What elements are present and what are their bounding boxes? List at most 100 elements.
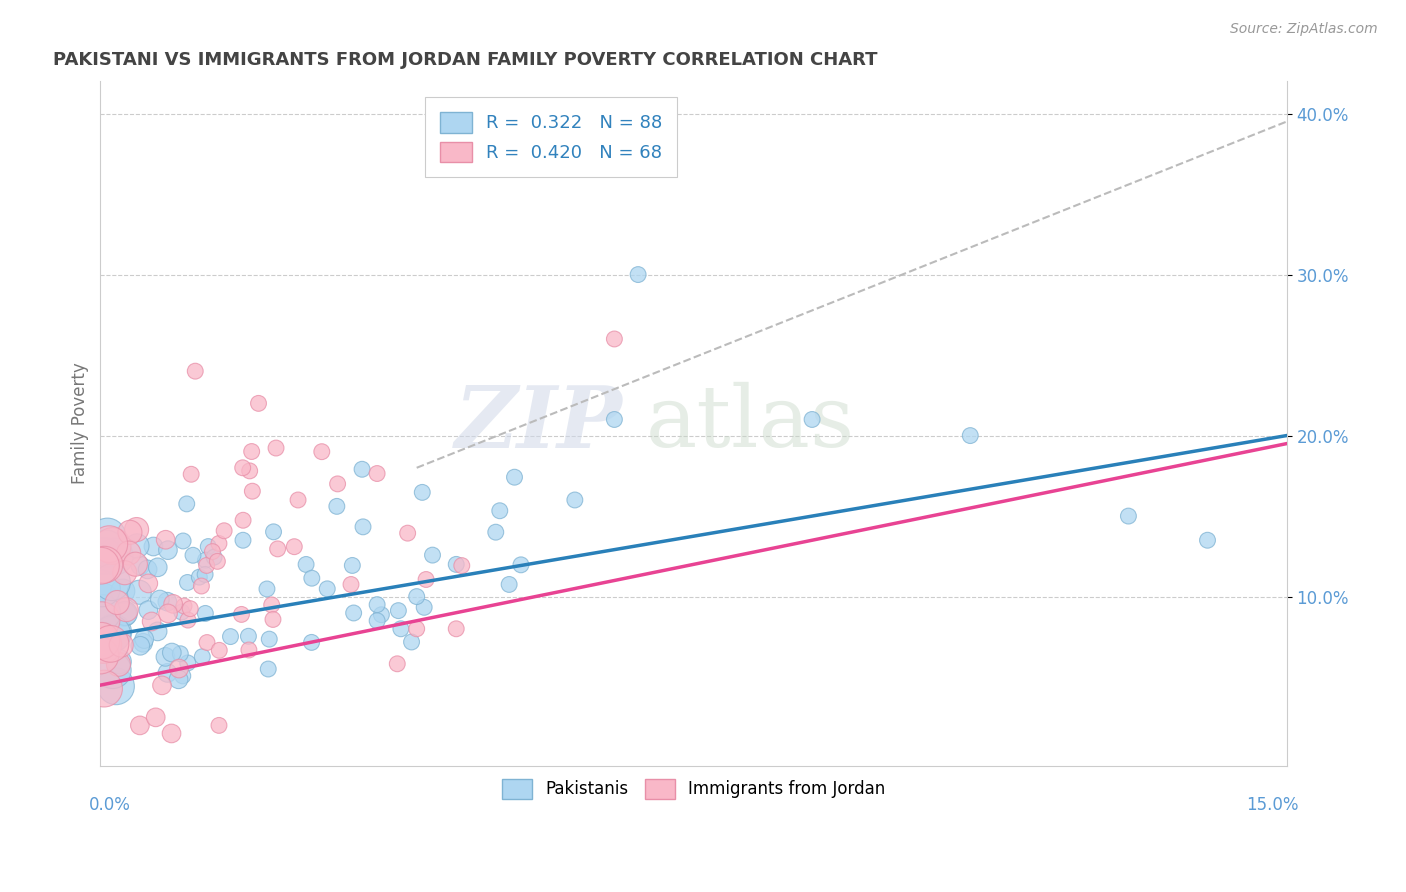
- Point: [231, 607, 253, 622]
- Point: [160, 726, 183, 740]
- Point: [396, 526, 419, 541]
- Point: [485, 525, 508, 540]
- Point: [128, 585, 150, 599]
- Point: [232, 533, 254, 548]
- Point: [238, 629, 260, 643]
- Point: [155, 649, 177, 664]
- Point: [503, 470, 526, 484]
- Point: [444, 558, 467, 572]
- Point: [89, 648, 111, 663]
- Point: [238, 643, 260, 657]
- Point: [177, 613, 200, 627]
- Point: [301, 635, 323, 649]
- Point: [201, 544, 224, 558]
- Point: [104, 549, 127, 564]
- Point: [176, 497, 198, 511]
- Point: [370, 607, 392, 622]
- Point: [176, 575, 198, 590]
- Point: [422, 548, 444, 562]
- Point: [301, 571, 323, 585]
- Point: [93, 558, 115, 572]
- Point: [112, 607, 135, 622]
- Point: [194, 607, 217, 621]
- Point: [266, 541, 288, 556]
- Point: [413, 600, 436, 615]
- Point: [366, 598, 388, 612]
- Point: [283, 540, 305, 554]
- Point: [114, 566, 136, 580]
- Point: [91, 638, 114, 652]
- Point: [195, 558, 218, 573]
- Point: [240, 484, 263, 499]
- Point: [155, 533, 177, 547]
- Point: [101, 575, 124, 590]
- Point: [387, 604, 409, 618]
- Y-axis label: Family Poverty: Family Poverty: [72, 363, 89, 484]
- Point: [156, 665, 179, 680]
- Point: [167, 661, 190, 675]
- Point: [212, 524, 235, 538]
- Point: [194, 567, 217, 582]
- Point: [366, 614, 388, 628]
- Point: [150, 678, 173, 692]
- Point: [389, 622, 412, 636]
- Point: [197, 540, 219, 554]
- Point: [194, 553, 217, 567]
- Point: [311, 444, 333, 458]
- Point: [295, 558, 318, 572]
- Point: [207, 554, 229, 568]
- Point: [100, 637, 122, 651]
- Point: [118, 546, 141, 560]
- Point: [93, 549, 115, 563]
- Point: [90, 582, 112, 596]
- Point: [239, 464, 262, 478]
- Point: [190, 579, 212, 593]
- Point: [179, 601, 201, 615]
- Point: [188, 570, 211, 584]
- Point: [444, 622, 467, 636]
- Point: [172, 533, 194, 548]
- Point: [108, 655, 131, 669]
- Point: [104, 679, 127, 693]
- Point: [136, 576, 159, 591]
- Point: [90, 558, 112, 573]
- Point: [177, 656, 200, 670]
- Point: [184, 364, 207, 378]
- Point: [136, 603, 159, 617]
- Point: [162, 597, 184, 611]
- Point: [173, 599, 195, 613]
- Point: [105, 595, 128, 609]
- Point: [111, 584, 134, 599]
- Point: [157, 607, 180, 621]
- Point: [146, 624, 169, 639]
- Point: [195, 635, 218, 649]
- Point: [90, 633, 112, 648]
- Point: [510, 558, 533, 572]
- Point: [96, 529, 118, 543]
- Point: [202, 550, 225, 565]
- Point: [141, 615, 163, 629]
- Point: [181, 548, 204, 562]
- Point: [208, 536, 231, 550]
- Point: [208, 643, 231, 657]
- Point: [959, 428, 981, 442]
- Point: [101, 539, 124, 553]
- Text: atlas: atlas: [645, 382, 855, 465]
- Point: [142, 540, 165, 554]
- Text: 15.0%: 15.0%: [1246, 797, 1299, 814]
- Point: [352, 520, 374, 534]
- Point: [90, 613, 112, 627]
- Point: [160, 646, 183, 660]
- Point: [90, 594, 112, 608]
- Text: Source: ZipAtlas.com: Source: ZipAtlas.com: [1230, 22, 1378, 37]
- Point: [415, 573, 437, 587]
- Point: [110, 638, 132, 652]
- Point: [124, 557, 146, 571]
- Point: [132, 636, 155, 650]
- Point: [343, 606, 366, 620]
- Point: [134, 632, 156, 646]
- Point: [219, 630, 242, 644]
- Point: [115, 602, 138, 616]
- Point: [145, 710, 167, 724]
- Point: [1197, 533, 1219, 548]
